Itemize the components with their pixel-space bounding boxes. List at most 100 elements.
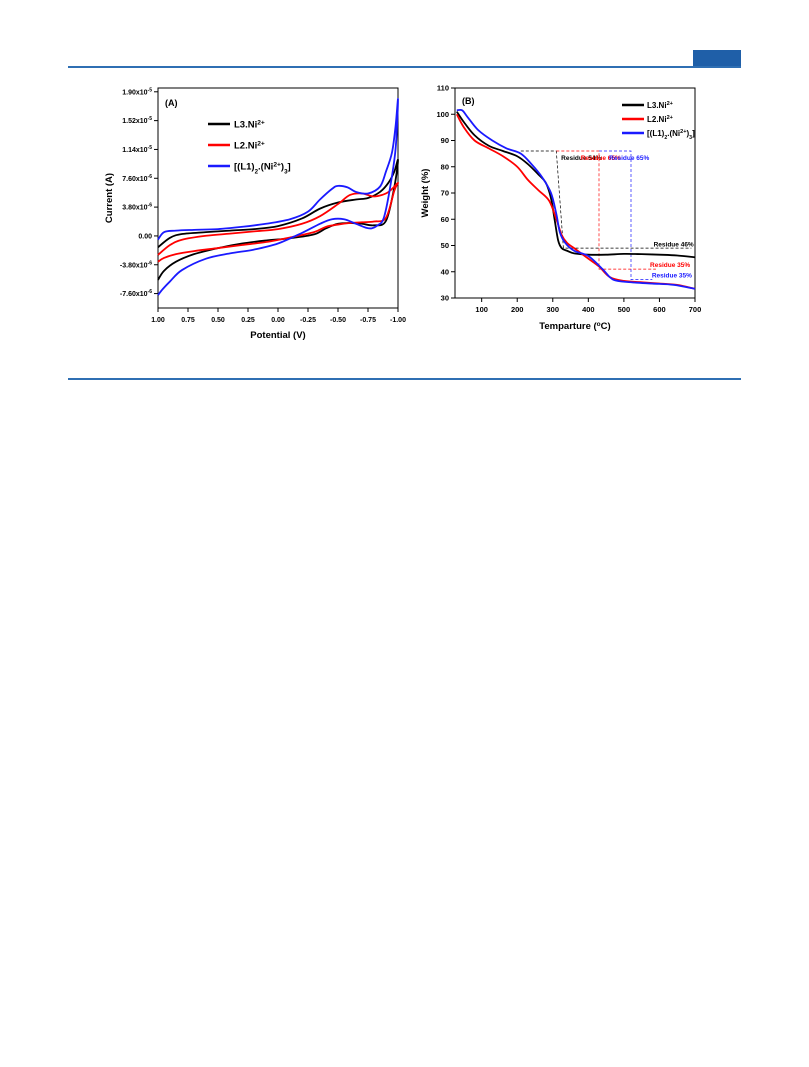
cv-y-tick-mantissa: -3.80x10 bbox=[120, 262, 148, 269]
cv-y-tick-label: 1.90x10-5 bbox=[122, 87, 152, 96]
cv-y-tick-mantissa: 3.80x10 bbox=[122, 205, 147, 212]
tga-panel-label: (B) bbox=[462, 96, 475, 106]
cv-legend-label-sub2: 3 bbox=[284, 168, 288, 175]
cv-legend-label-sup: 2+ bbox=[257, 119, 265, 126]
tga-residue-annotation: Residue 65% bbox=[609, 155, 649, 162]
tga-series-line-1 bbox=[456, 111, 696, 259]
tga-legend-label: L3.Ni2+ bbox=[647, 101, 674, 110]
tga-y-tick-label: 100 bbox=[436, 110, 449, 119]
cv-panel-label: (A) bbox=[165, 98, 178, 108]
cv-legend-label-base: L2.Ni bbox=[234, 141, 257, 152]
tga-residue-annotation: Residue 65% bbox=[581, 155, 621, 162]
tga-guide-line-3 bbox=[599, 150, 653, 280]
cv-legend: L3.Ni2+L2.Ni2+[(L1)2.(Ni2+)3] bbox=[208, 119, 291, 175]
tga-x-axis-unit-open: ( bbox=[594, 321, 598, 332]
tga-x-tick-label: 200 bbox=[511, 305, 524, 314]
tga-y-tick-label: 30 bbox=[441, 294, 449, 303]
cv-y-tick-exponent: -5 bbox=[148, 116, 153, 122]
top-rule bbox=[68, 66, 741, 68]
cv-x-tick-label: 0.25 bbox=[241, 317, 255, 324]
cv-legend-label-sub: 2 bbox=[255, 168, 259, 175]
cv-x-tick-label: -0.50 bbox=[330, 317, 346, 324]
cyclic-voltammetry-panel: 1.00 0.75 0.50 0.25 0.00 -0.25 -0.50 -0.75 -1.00… bbox=[100, 80, 420, 341]
cv-series-line-1 bbox=[157, 158, 399, 281]
tga-residue-annotation: Residue 46% bbox=[654, 242, 694, 249]
cv-y-tick-label: -3.80x10-6 bbox=[120, 260, 152, 269]
tga-x-axis-label-text: Temparture bbox=[539, 321, 593, 332]
cv-legend-label-sup: 2+ bbox=[273, 161, 281, 168]
cv-y-tick-mantissa: 7.60x10 bbox=[122, 176, 147, 183]
cv-x-tick-label: 0.50 bbox=[211, 317, 225, 324]
cv-y-tick-label: 7.60x10-6 bbox=[122, 174, 152, 183]
tga-legend-label-sub: 2 bbox=[664, 135, 667, 141]
tga-legend-label-sub2: 3 bbox=[689, 135, 692, 141]
cv-legend-label-base: L3.Ni bbox=[234, 120, 257, 131]
tga-x-tick-label: 500 bbox=[618, 305, 631, 314]
tga-x-axis-unit-degree: o bbox=[597, 321, 601, 328]
tga-legend-label-end: ] bbox=[692, 129, 695, 138]
cv-legend-label: L2.Ni2+ bbox=[234, 140, 265, 152]
cv-series-line-2 bbox=[157, 181, 399, 263]
cv-x-axis-label: Potential (V) bbox=[250, 330, 305, 340]
cv-y-axis-label: Current (A) bbox=[104, 173, 115, 223]
cv-x-tick-label: 0.00 bbox=[271, 317, 285, 324]
bottom-rule bbox=[68, 378, 741, 380]
cv-y-tick-mantissa: -7.60x10 bbox=[120, 291, 148, 298]
tga-x-tick-label: 700 bbox=[689, 305, 702, 314]
tga-x-tick-label: 100 bbox=[475, 305, 488, 314]
tga-y-tick-label: 40 bbox=[441, 267, 449, 276]
cv-y-tick-exponent: -6 bbox=[148, 174, 153, 180]
tga-legend-label-base: L2.Ni bbox=[647, 115, 667, 124]
cv-legend-label: [(L1)2.(Ni2+)3] bbox=[234, 161, 291, 175]
tga-legend-label-sup: 2+ bbox=[680, 129, 687, 135]
cv-y-tick-exponent: -5 bbox=[148, 87, 153, 93]
tga-legend-label-base: L3.Ni bbox=[647, 101, 667, 110]
cv-plot-frame bbox=[157, 87, 399, 309]
cv-series-line-3 bbox=[157, 98, 399, 296]
tga-panel: 100 200 300 400 500 600 700 30 40 50 60 70 80 90 100 11… bbox=[415, 80, 715, 340]
cv-y-tick-exponent: -5 bbox=[148, 145, 153, 151]
tga-series-line-3 bbox=[456, 108, 696, 290]
tga-x-tick-label: 300 bbox=[547, 305, 560, 314]
cv-legend-label-end: ] bbox=[288, 162, 291, 173]
cv-y-tick-mantissa: 1.90x10 bbox=[122, 89, 147, 96]
tga-chart: 100 200 300 400 500 600 700 30 40 50 60 70 80 90 100 11… bbox=[420, 84, 702, 333]
tga-y-tick-label: 80 bbox=[441, 162, 449, 171]
tga-legend: L3.Ni2+L2.Ni2+[(L1)2.(Ni2+)3] bbox=[622, 101, 695, 141]
tga-guide-line-2 bbox=[556, 150, 656, 270]
cv-y-tick-mantissa: 1.14x10 bbox=[122, 147, 147, 154]
cv-x-tick-label: 1.00 bbox=[151, 317, 165, 324]
tga-guide-line-1 bbox=[520, 150, 692, 249]
tga-x-tick-label: 600 bbox=[653, 305, 666, 314]
cv-y-tick-exponent: -6 bbox=[148, 289, 153, 295]
cv-legend-label-base: [(L1) bbox=[234, 162, 255, 173]
tga-residue-annotation: Residue 35% bbox=[650, 262, 690, 269]
cv-y-tick-label: -7.60x10-6 bbox=[120, 289, 152, 298]
tga-residue-annotation: Residue 54% bbox=[561, 155, 601, 162]
tga-y-tick-label: 60 bbox=[441, 215, 449, 224]
cv-y-tick-exponent: -6 bbox=[148, 203, 153, 209]
cv-y-tick-label: 1.14x10-5 bbox=[122, 145, 152, 154]
tga-x-axis-label: Temparture (oC) bbox=[539, 321, 610, 333]
cv-x-tick-label: 0.75 bbox=[181, 317, 195, 324]
tga-legend-label-tail: ) bbox=[687, 129, 690, 138]
cv-y-tick-mantissa: 1.52x10 bbox=[122, 118, 147, 125]
cv-legend-label-mid: .(Ni bbox=[258, 162, 273, 173]
tga-legend-label-sup: 2+ bbox=[667, 115, 674, 121]
tga-legend-label: [(L1)2.(Ni2+)3] bbox=[647, 129, 695, 141]
cv-y-tick-label: 3.80x10-6 bbox=[122, 203, 152, 212]
tga-residue-annotation: Residue 35% bbox=[652, 273, 692, 280]
cv-y-tick-exponent: -6 bbox=[148, 260, 153, 266]
tga-x-axis-unit-close: C) bbox=[601, 321, 611, 332]
tga-y-tick-label: 50 bbox=[441, 241, 449, 250]
cv-y-tick-label: 0.00 bbox=[138, 233, 152, 240]
tga-legend-label-base: [(L1) bbox=[647, 129, 665, 138]
tga-y-tick-label: 90 bbox=[441, 136, 449, 145]
tga-legend-label: L2.Ni2+ bbox=[647, 115, 674, 124]
cv-legend-label-tail: ) bbox=[281, 162, 284, 173]
tga-legend-label-mid: .(Ni bbox=[667, 129, 680, 138]
header-tab bbox=[693, 50, 741, 67]
tga-x-tick-label: 400 bbox=[582, 305, 595, 314]
tga-y-tick-label: 110 bbox=[437, 84, 449, 93]
cv-x-tick-label: -0.25 bbox=[300, 317, 316, 324]
